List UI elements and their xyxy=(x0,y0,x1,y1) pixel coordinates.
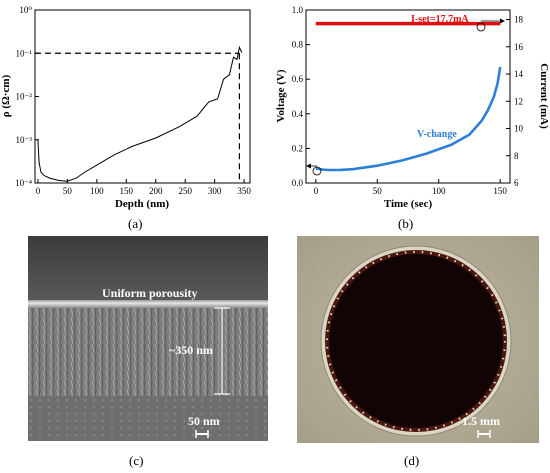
y-tick-label: 0.0 xyxy=(292,178,304,188)
x-tick-label: 0 xyxy=(36,186,41,196)
x-tick-label: 250 xyxy=(178,186,192,196)
y-tick-label: 10⁻² xyxy=(16,92,33,102)
sem-image: Uniform porousity ~350 nm 50 nm xyxy=(28,236,268,441)
current-arrow-head xyxy=(500,18,505,24)
scale-label-c: 50 nm xyxy=(188,414,220,428)
caption-c: (c) xyxy=(129,453,144,468)
y-tick-label: 0.4 xyxy=(292,109,304,119)
x-tick-label: 50 xyxy=(373,186,383,196)
x-tick-label: 100 xyxy=(90,186,104,196)
chart-b-ylabel: Voltage (V) xyxy=(275,69,287,122)
x-tick-label: 150 xyxy=(493,186,507,196)
y-tick-label: 0.2 xyxy=(292,143,303,153)
chart-b: 0 50 100 1500.00.20.40.60.81.0681012141618 … xyxy=(275,5,550,210)
chart-a: 0 50 100 150 200 250 300 350 10⁰ 10⁻¹ 10⁻² 10⁻³ 10⁻⁴… xyxy=(0,5,251,210)
y-tick-label: 10⁻¹ xyxy=(16,48,33,58)
chart-a-series xyxy=(37,45,243,182)
chart-b-y2label: Current (mA) xyxy=(538,63,550,129)
y-tick-label: 10⁻³ xyxy=(16,135,33,145)
chart-a-frame xyxy=(34,9,251,184)
x-tick-label: 100 xyxy=(432,186,446,196)
chart-a-xlabel: Depth (nm) xyxy=(115,198,169,210)
y2-tick-label: 18 xyxy=(514,15,524,25)
disc-rim-dots xyxy=(325,250,507,432)
caption-b: (b) xyxy=(398,216,414,231)
x-tick-label: 150 xyxy=(120,186,134,196)
x-tick-label: 0 xyxy=(314,186,319,196)
caption-a: (a) xyxy=(128,216,143,231)
y2-tick-label: 12 xyxy=(514,96,523,106)
x-tick-label: 350 xyxy=(237,186,251,196)
x-tick-label: 300 xyxy=(208,186,222,196)
y-tick-label: 1.0 xyxy=(292,5,304,15)
chart-b-current-label: I-set=17.7mA xyxy=(411,14,469,25)
sem-illustration xyxy=(28,236,268,441)
y-tick-label: 0.6 xyxy=(292,74,304,84)
y2-tick-label: 14 xyxy=(514,69,524,79)
y-tick-label: 10⁻⁴ xyxy=(15,178,32,188)
chart-a-ticks: 0 50 100 150 200 250 300 350 10⁰ 10⁻¹ 10⁻² 10⁻³ 10⁻⁴ xyxy=(15,5,251,196)
voltage-arrow-head xyxy=(306,163,311,169)
voltage-axis-indicator xyxy=(312,166,322,176)
y-tick-label: 0.8 xyxy=(292,40,304,50)
x-tick-label: 50 xyxy=(63,186,73,196)
y2-tick-label: 6 xyxy=(514,178,519,188)
chart-b-voltage-label: V-change xyxy=(417,129,457,140)
thickness-label: ~350 nm xyxy=(169,343,213,357)
chart-b-xlabel: Time (sec) xyxy=(384,198,433,210)
chart-a-ylabel: ρ (Ω·cm) xyxy=(0,74,12,117)
y2-tick-label: 16 xyxy=(514,42,524,52)
disc-illustration xyxy=(297,236,539,443)
x-tick-label: 200 xyxy=(149,186,163,196)
scale-label-d: 1.5 mm xyxy=(462,414,500,428)
y2-tick-label: 8 xyxy=(514,151,519,161)
uniform-label: Uniform porousity xyxy=(102,286,198,300)
caption-d: (d) xyxy=(404,453,420,468)
y-tick-label: 10⁰ xyxy=(19,5,32,15)
current-axis-indicator xyxy=(476,22,486,32)
optical-image: 1.5 mm xyxy=(297,236,539,443)
chart-b-frame xyxy=(305,9,511,184)
chart-b-ticks: 0 50 100 150 0.0 0.2 0.4 0.6 0.8 1.0 6 8 10 12 14 16 18 xyxy=(292,5,524,196)
y2-tick-label: 10 xyxy=(514,124,524,134)
chart-b-series-voltage xyxy=(315,66,502,172)
